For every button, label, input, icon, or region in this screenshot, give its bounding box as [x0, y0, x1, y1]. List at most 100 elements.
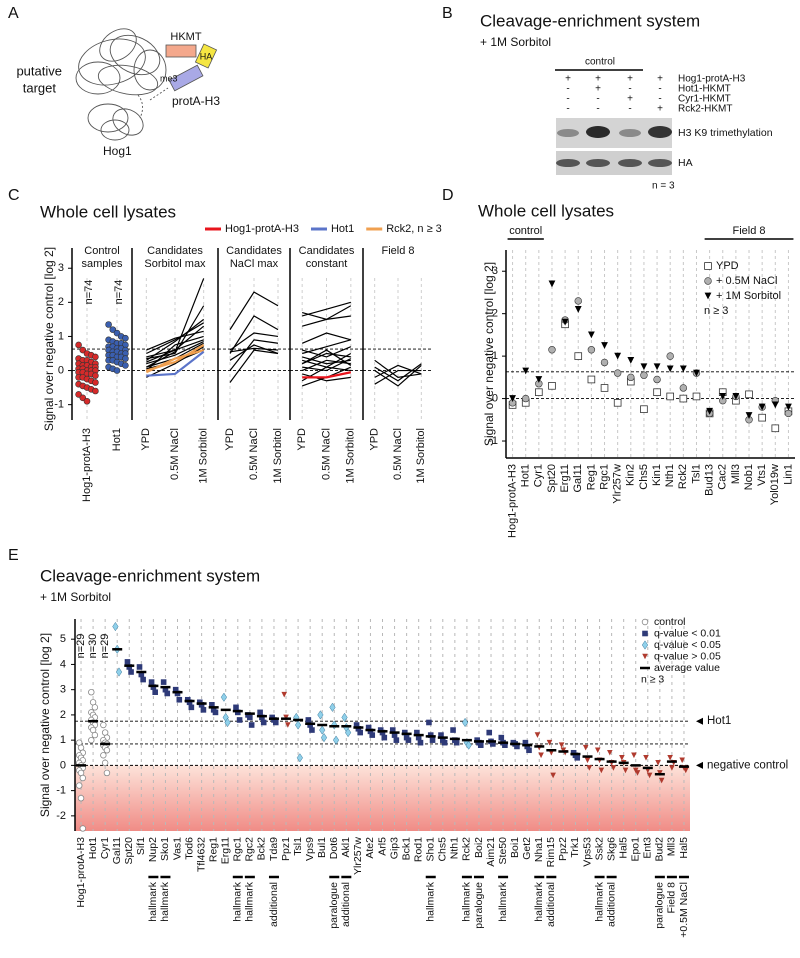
tag-label: hallmark: [461, 881, 473, 921]
row-label: Hog1-protA-H3: [678, 74, 746, 85]
point: [92, 372, 99, 379]
point: [538, 752, 544, 759]
blot-label: H3 K9 trimethylation: [678, 127, 773, 139]
y-tick-label: -2: [56, 810, 66, 822]
point: [92, 353, 99, 361]
panel-header: Field 8: [381, 245, 414, 257]
point: [234, 709, 241, 716]
row-label: Rck2-HKMT: [678, 104, 732, 115]
x-tick-label: Rck2: [461, 837, 473, 861]
x-tick-label: Tsl1: [690, 464, 702, 484]
point: [535, 388, 543, 397]
point: [719, 393, 727, 400]
sign: +: [595, 84, 601, 95]
point: [535, 376, 543, 383]
x-tick-label: Ent3: [642, 837, 654, 859]
point: [465, 740, 472, 750]
point: [594, 747, 601, 754]
x-tick-label: Tsl1: [292, 837, 304, 856]
point: [92, 387, 99, 395]
data-line: [302, 373, 351, 382]
x-tick-label: Tda9: [268, 837, 280, 861]
x-tick-label: Reg1: [207, 837, 219, 862]
point: [164, 690, 171, 697]
point: [393, 737, 400, 743]
x-tick-label: Hog1-protA-H3: [75, 837, 87, 908]
point: [640, 363, 648, 371]
sign: +: [627, 74, 633, 85]
x-tick-label: YPD: [296, 428, 308, 451]
x-tick-label: Vts1: [756, 464, 768, 486]
legend-swatch: [704, 292, 712, 300]
legend-label: average value: [654, 662, 720, 674]
control-label: control: [585, 57, 615, 68]
point: [233, 704, 239, 711]
x-tick-label: Nth1: [449, 837, 461, 859]
point: [417, 739, 424, 746]
x-tick-label: 0.5M NaCl: [248, 428, 260, 480]
tag-label: hallmark: [497, 881, 509, 921]
x-tick-label: Yol019w: [769, 464, 781, 505]
point: [122, 355, 129, 362]
point: [453, 739, 460, 746]
legend-label: Hog1-protA-H3: [225, 223, 299, 235]
target-label: target: [23, 80, 57, 95]
band: [557, 129, 579, 137]
point: [259, 714, 265, 721]
point: [667, 755, 673, 761]
legend-label: YPD: [716, 260, 739, 272]
prota-box: [168, 64, 204, 92]
prota-label: protA-H3: [172, 94, 220, 108]
data-line: [302, 339, 351, 355]
reference-arrow: [696, 761, 703, 769]
x-tick-label: YPD: [369, 428, 381, 451]
x-tick-label: Rod1: [412, 837, 424, 862]
point: [320, 732, 328, 743]
sign: +: [565, 74, 571, 85]
point: [379, 729, 386, 736]
me3-label: me3: [160, 73, 178, 83]
x-tick-label: Boi2: [473, 837, 485, 858]
legend-swatch: [704, 277, 712, 285]
point: [598, 767, 605, 774]
legend-swatch: [642, 630, 648, 637]
point: [148, 679, 155, 685]
x-tick-label: Hog1-protA-H3: [81, 428, 93, 502]
point: [514, 743, 520, 750]
tag-label: hallmark: [232, 881, 244, 921]
x-tick-label: Rgc1: [232, 837, 244, 862]
point: [526, 747, 532, 754]
data-line: [229, 315, 279, 354]
x-tick-label: Ate2: [364, 837, 376, 859]
x-tick-label: Spt20: [123, 837, 135, 865]
point: [88, 688, 95, 696]
tag-label: +0.5M NaCl: [678, 882, 690, 938]
point: [91, 731, 99, 739]
point: [248, 722, 255, 728]
point: [679, 394, 688, 403]
sign: +: [627, 94, 633, 105]
sign: -: [566, 84, 569, 95]
tag-label: hallmark: [425, 881, 437, 921]
point: [76, 782, 83, 789]
point: [79, 825, 87, 832]
x-tick-label: Epo1: [630, 837, 642, 862]
x-tick-label: Mll3: [730, 464, 742, 484]
point: [369, 732, 376, 738]
band: [556, 159, 580, 167]
point: [140, 676, 146, 683]
point: [706, 407, 714, 415]
point: [498, 734, 505, 741]
tag-label: hallmark: [159, 881, 171, 921]
data-line: [302, 358, 352, 372]
point: [679, 757, 685, 764]
target-label: putative: [16, 63, 62, 78]
data-line: [229, 332, 279, 351]
legend-swatch: [704, 262, 712, 270]
point: [92, 379, 99, 386]
y-tick-label: 3: [58, 262, 64, 274]
data-line: [146, 322, 204, 355]
point: [522, 739, 529, 746]
point: [365, 724, 372, 731]
x-tick-label: Kin2: [625, 464, 637, 486]
